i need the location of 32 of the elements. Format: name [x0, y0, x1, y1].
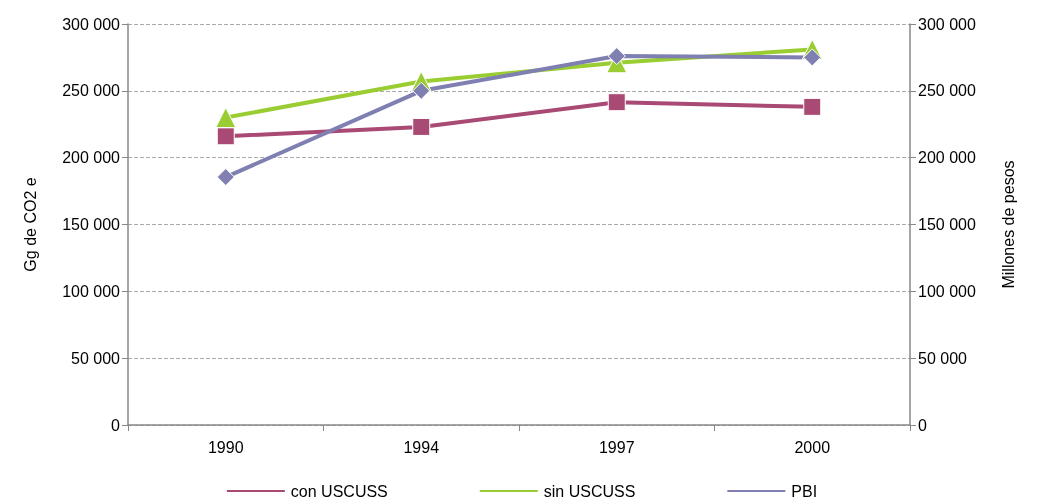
y-tick-label: 200 000 [62, 149, 121, 167]
point [803, 97, 822, 116]
y2-tick-label: 200 000 [918, 149, 976, 167]
point [803, 48, 822, 67]
x-tick-label: 1990 [207, 438, 244, 456]
point [607, 47, 626, 66]
y2-tick-label: 0 [918, 416, 927, 434]
y2-tick-label: 150 000 [918, 216, 976, 233]
x-tick-label: 2000 [794, 438, 831, 456]
y-tick-label: 0 [111, 416, 121, 434]
point [216, 127, 235, 146]
y-tick-label: 100 000 [62, 282, 121, 300]
legend-label: con USCUSS [290, 482, 388, 500]
y2-tick-label: 250 000 [918, 82, 976, 100]
point [215, 107, 237, 129]
point [607, 93, 626, 112]
point [412, 81, 431, 100]
x-tick-label: 1994 [403, 438, 440, 456]
legend-label: sin USCUSS [543, 482, 636, 500]
point [412, 117, 431, 136]
y2-tick-label: 300 000 [918, 15, 976, 33]
x-tick-label: 1997 [598, 438, 635, 456]
y2-tick-label: 100 000 [918, 282, 976, 300]
legend-label: PBI [791, 482, 818, 500]
y2-axis-title: Millones de pesos [999, 160, 1017, 289]
y-tick-label: 300 000 [62, 15, 121, 33]
y-tick-label: 150 000 [62, 216, 121, 233]
point [216, 168, 235, 187]
y-tick-label: 50 000 [71, 349, 121, 367]
y-axis-title: Gg de CO2 e [21, 177, 39, 272]
y-tick-label: 250 000 [62, 82, 121, 100]
y2-tick-label: 50 000 [918, 349, 968, 367]
